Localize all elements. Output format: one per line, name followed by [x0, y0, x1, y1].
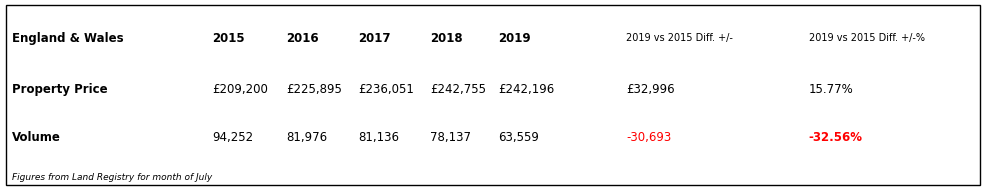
Text: 2019: 2019 [498, 32, 530, 45]
Text: Property Price: Property Price [12, 83, 107, 96]
Text: 2017: 2017 [358, 32, 390, 45]
Text: 15.77%: 15.77% [809, 83, 853, 96]
Text: £242,755: £242,755 [430, 83, 486, 96]
Text: £242,196: £242,196 [498, 83, 554, 96]
Text: 2019 vs 2015 Diff. +/-%: 2019 vs 2015 Diff. +/-% [809, 33, 925, 43]
Text: Volume: Volume [12, 131, 61, 144]
Text: 2018: 2018 [430, 32, 462, 45]
Text: Figures from Land Registry for month of July: Figures from Land Registry for month of … [12, 173, 212, 182]
Text: £32,996: £32,996 [626, 83, 674, 96]
Text: -30,693: -30,693 [626, 131, 671, 144]
Text: £236,051: £236,051 [358, 83, 414, 96]
Text: 78,137: 78,137 [430, 131, 471, 144]
Text: 2015: 2015 [212, 32, 245, 45]
Text: 81,136: 81,136 [358, 131, 399, 144]
Text: 2019 vs 2015 Diff. +/-: 2019 vs 2015 Diff. +/- [626, 33, 733, 43]
Text: £225,895: £225,895 [286, 83, 342, 96]
Text: 81,976: 81,976 [286, 131, 327, 144]
Text: 94,252: 94,252 [212, 131, 253, 144]
Text: 2016: 2016 [286, 32, 318, 45]
Text: -32.56%: -32.56% [809, 131, 863, 144]
Text: 63,559: 63,559 [498, 131, 538, 144]
Text: England & Wales: England & Wales [12, 32, 123, 45]
FancyBboxPatch shape [6, 5, 980, 185]
Text: £209,200: £209,200 [212, 83, 268, 96]
